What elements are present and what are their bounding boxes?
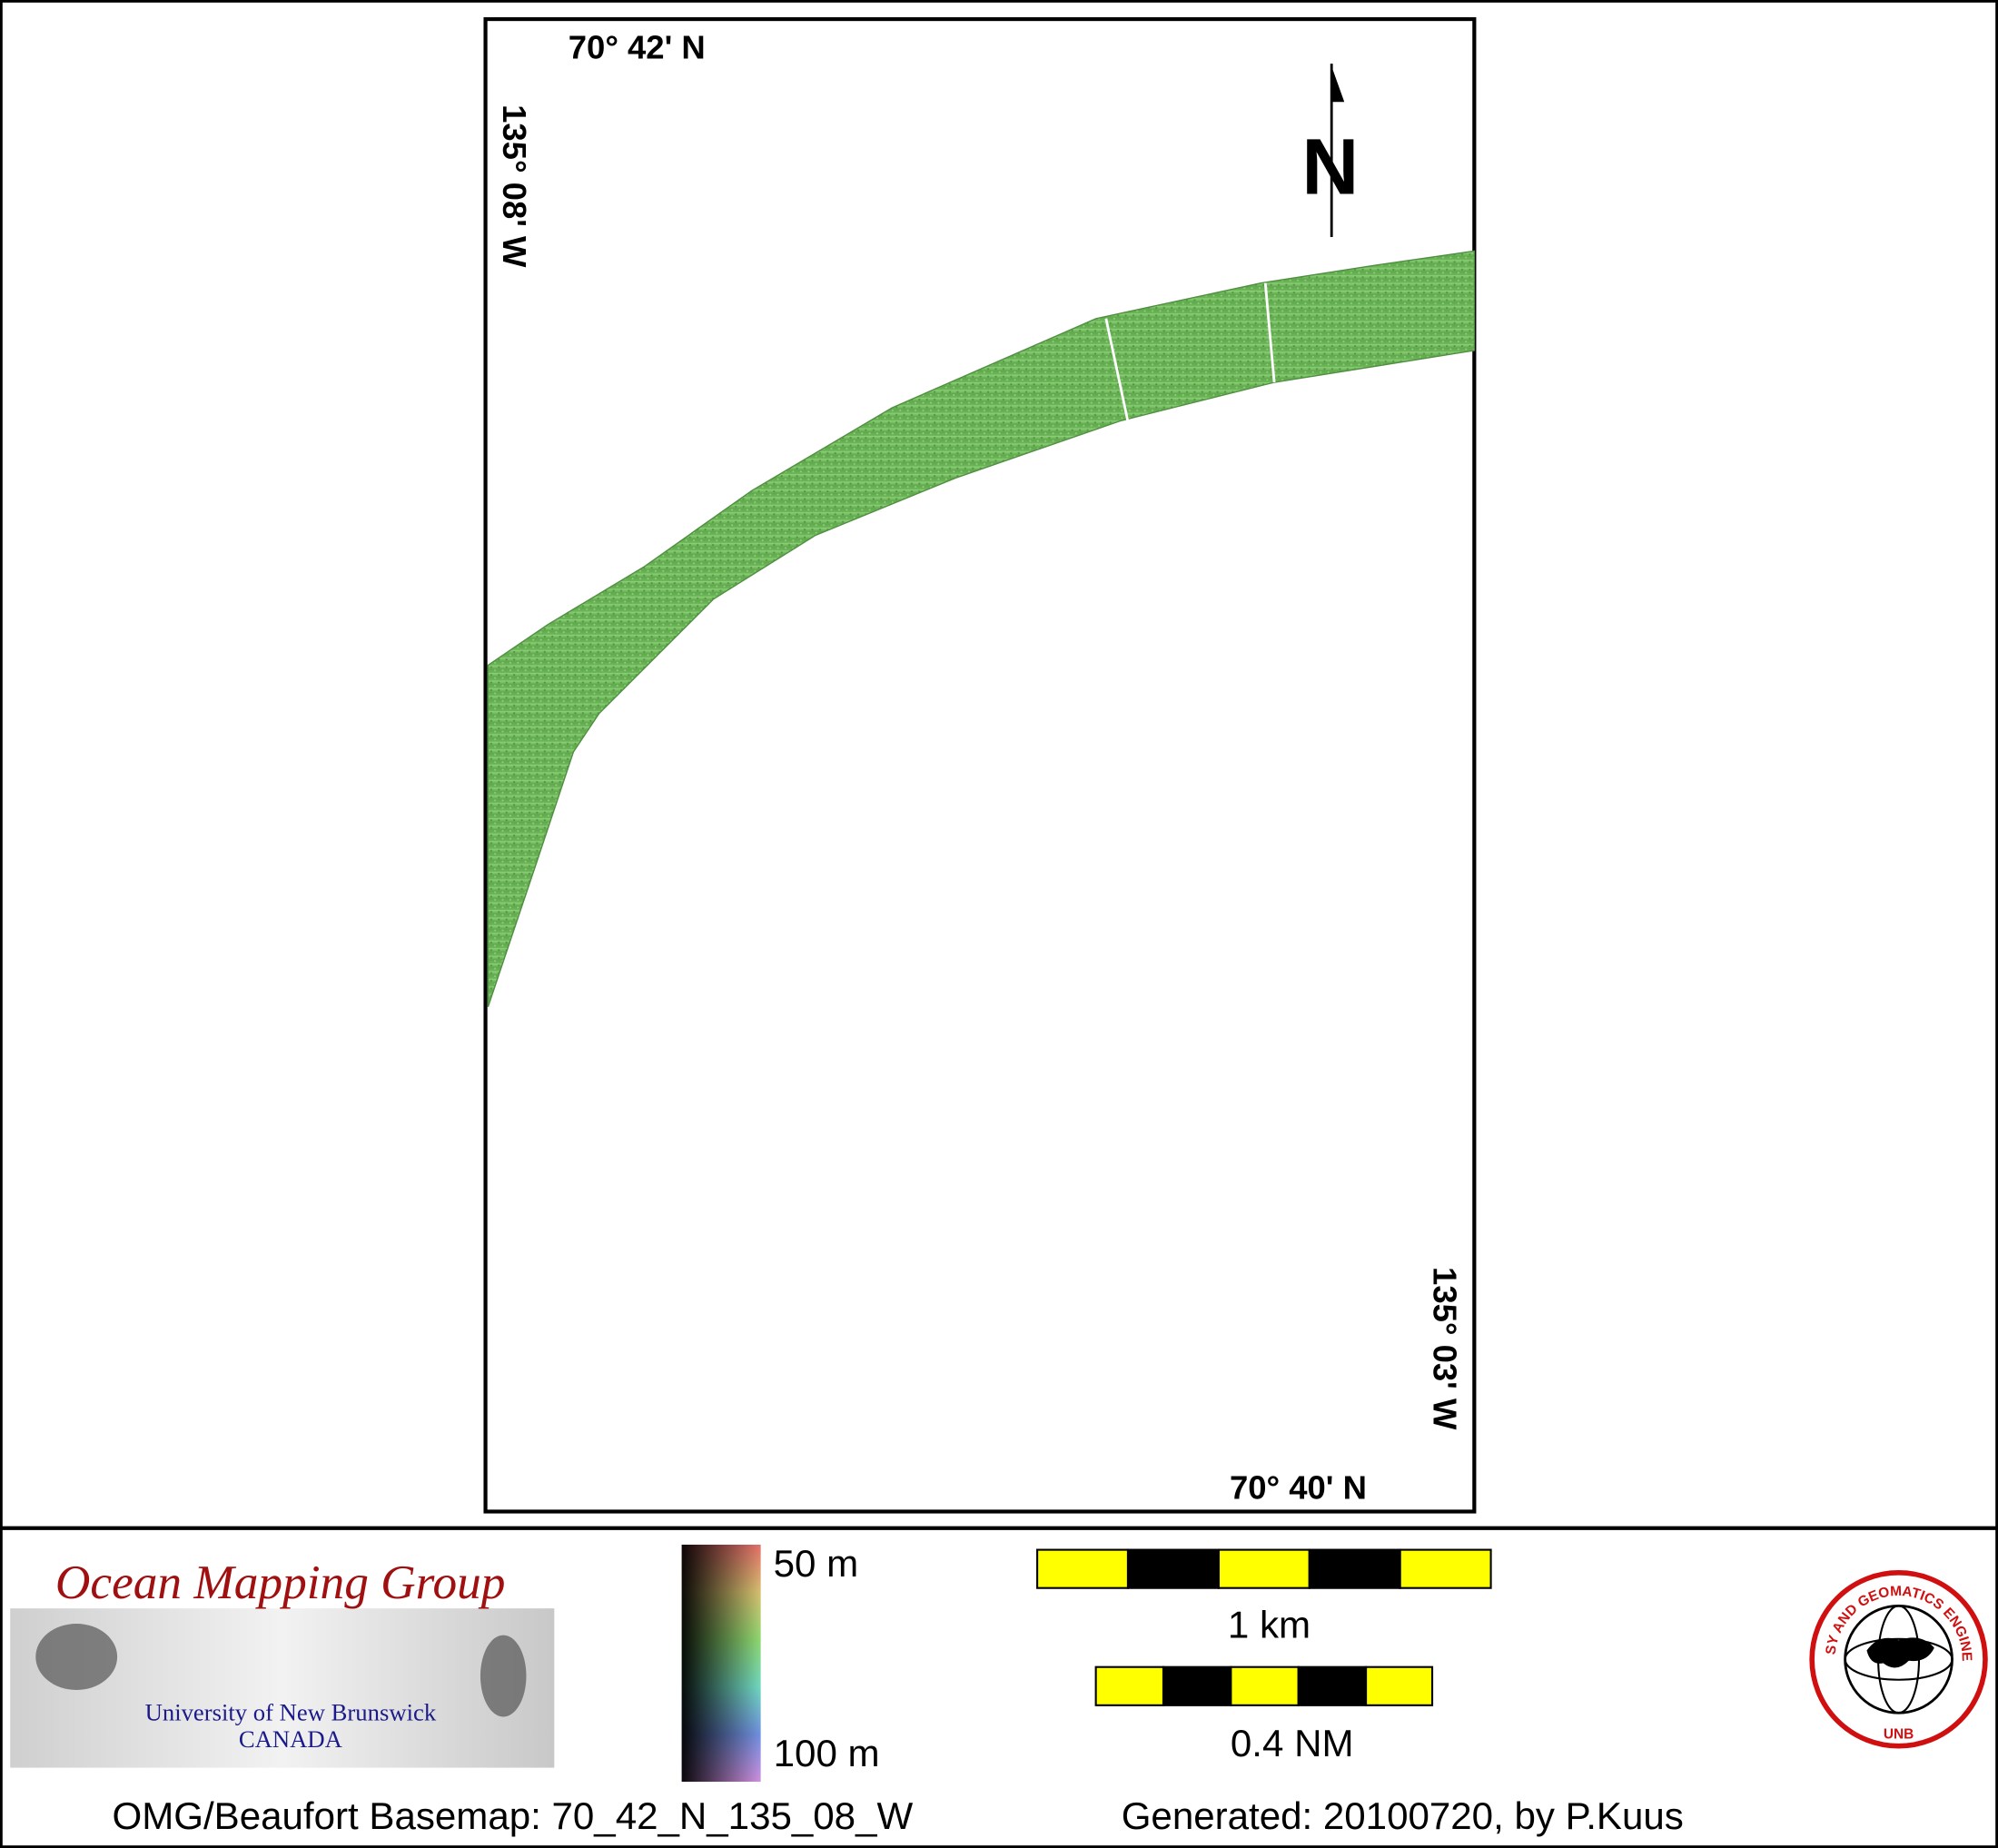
logo-title: Ocean Mapping Group xyxy=(55,1555,505,1609)
nautical-scale-label: 0.4 NM xyxy=(1231,1722,1354,1764)
map-frame xyxy=(483,16,1477,1514)
swath-gap xyxy=(1263,282,1276,383)
footer-generated: Generated: 20100720, by P.Kuus xyxy=(1122,1794,1684,1837)
logo-university: University of New Brunswick xyxy=(145,1699,437,1726)
seal-globe xyxy=(1866,1637,1934,1668)
nautical-scale-bar xyxy=(1094,1665,1434,1706)
depth-top-label: 50 m xyxy=(774,1542,859,1585)
logo-graphic xyxy=(35,1623,118,1690)
top-latitude-label: 70° 42' N xyxy=(569,29,706,66)
left-longitude-label: 135° 08' W xyxy=(496,104,533,268)
logo-graphic xyxy=(480,1635,527,1717)
seal-orbit xyxy=(1844,1637,1953,1681)
bathymetry-swath xyxy=(487,250,1476,1007)
seal-bottom-text: UNB xyxy=(1884,1726,1914,1742)
swath-gap xyxy=(1104,318,1130,421)
depth-colorbar-shade xyxy=(681,1544,761,1783)
logo-country: CANADA xyxy=(239,1725,343,1753)
metric-scale-label: 1 km xyxy=(1228,1603,1311,1645)
bottom-latitude-label: 70° 40' N xyxy=(1230,1468,1367,1506)
right-longitude-label: 135° 03' W xyxy=(1426,1267,1463,1430)
metric-scale-bar xyxy=(1036,1548,1492,1589)
north-arrow-head xyxy=(1331,65,1345,103)
depth-bottom-label: 100 m xyxy=(774,1732,880,1774)
footer-basemap: OMG/Beaufort Basemap: 70_42_N_135_08_W xyxy=(112,1794,913,1837)
north-label: N xyxy=(1301,123,1359,211)
